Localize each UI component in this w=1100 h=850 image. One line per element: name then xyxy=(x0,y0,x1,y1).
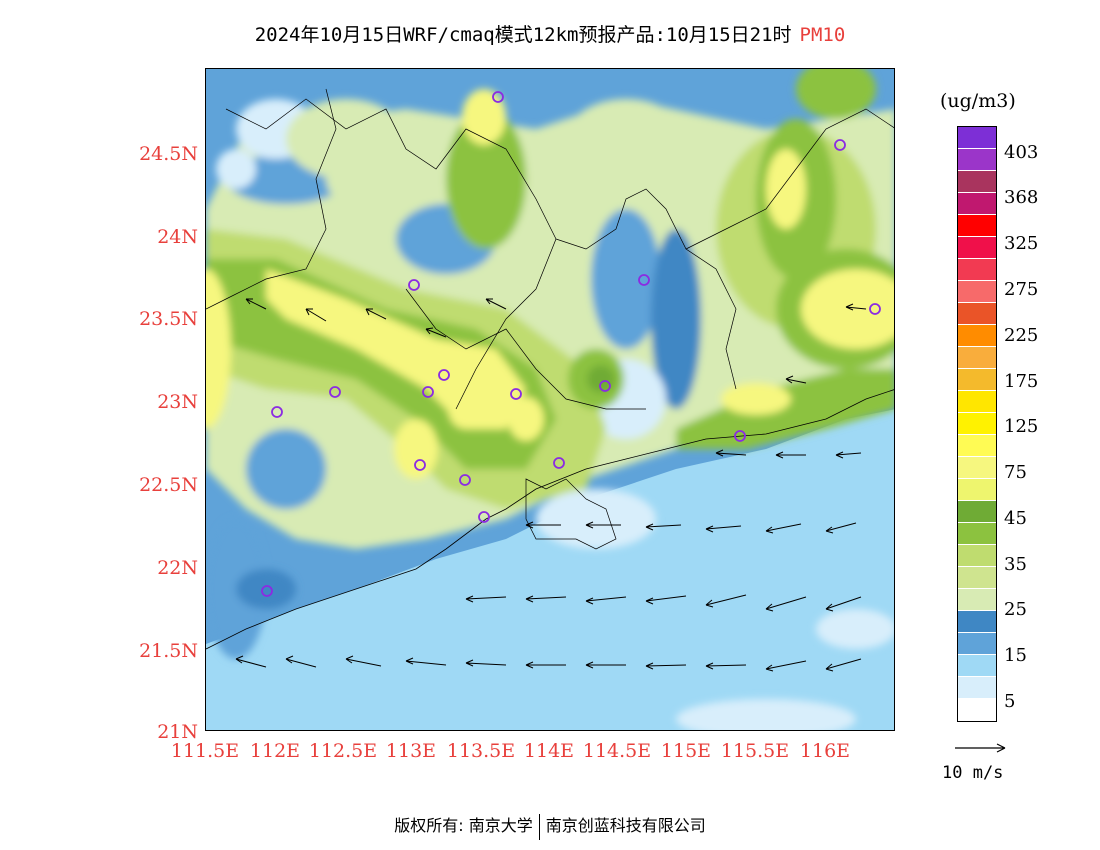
colorbar-cell xyxy=(958,281,996,303)
lon-label: 112.5E xyxy=(308,740,378,762)
lat-label: 23N xyxy=(157,391,198,413)
lon-label: 114E xyxy=(523,740,575,762)
colorbar-cell xyxy=(958,589,996,611)
colorbar-cell xyxy=(958,303,996,325)
colorbar-cell xyxy=(958,677,996,699)
copyright-right: 南京创蓝科技有限公司 xyxy=(545,816,706,835)
lat-label: 22.5N xyxy=(139,474,198,496)
lat-label: 23.5N xyxy=(139,308,198,330)
colorbar-label: 275 xyxy=(1004,279,1039,300)
lon-label: 113E xyxy=(385,740,437,762)
province-border xyxy=(206,88,337,310)
colorbar-cell xyxy=(958,633,996,655)
colorbar-cell xyxy=(958,523,996,545)
lat-label: 24.5N xyxy=(139,143,198,165)
colorbar-label: 225 xyxy=(1004,325,1039,346)
colorbar-label: 75 xyxy=(1004,462,1027,483)
colorbar-cell xyxy=(958,611,996,633)
wind-reference-arrow xyxy=(955,743,1006,753)
colorbar-label: 25 xyxy=(1004,599,1027,620)
colorbar-label: 125 xyxy=(1004,416,1039,437)
colorbar-cell xyxy=(958,259,996,281)
colorbar-cell xyxy=(958,391,996,413)
wind-vectors xyxy=(235,298,867,672)
bay-outline xyxy=(525,478,617,550)
colorbar-cell xyxy=(958,127,996,149)
title-variable: PM10 xyxy=(799,24,846,46)
lon-label: 113.5E xyxy=(446,740,516,762)
colorbar-label: 175 xyxy=(1004,371,1039,392)
province-border xyxy=(555,188,737,390)
lon-label: 111.5E xyxy=(170,740,240,762)
pm10-map xyxy=(205,68,895,731)
footer-separator xyxy=(538,813,540,840)
lat-label: 22N xyxy=(157,557,198,579)
lat-label: 24N xyxy=(157,226,198,248)
province-border xyxy=(405,288,646,410)
colorbar-cell xyxy=(958,347,996,369)
province-border xyxy=(685,108,894,250)
wind-reference-label: 10 m/s xyxy=(942,763,1004,783)
colorbar-cell xyxy=(958,479,996,501)
colorbar-cell xyxy=(958,325,996,347)
colorbar-cell xyxy=(958,655,996,677)
lon-label: 112E xyxy=(249,740,301,762)
colorbar-cell xyxy=(958,501,996,523)
colorbar-cell xyxy=(958,567,996,589)
chart-title: 2024年10月15日WRF/cmaq模式12km预报产品:10月15日21时 P… xyxy=(0,20,1100,47)
colorbar-unit: (ug/m3) xyxy=(940,90,1016,112)
lon-label: 116E xyxy=(799,740,851,762)
colorbar-cell xyxy=(958,215,996,237)
copyright-left: 版权所有: 南京大学 xyxy=(394,816,533,835)
colorbar xyxy=(957,126,997,722)
coastline xyxy=(206,389,894,650)
lat-label: 21N xyxy=(157,721,198,743)
colorbar-cell xyxy=(958,457,996,479)
colorbar-label: 5 xyxy=(1004,691,1016,712)
lon-label: 114.5E xyxy=(582,740,652,762)
colorbar-cell xyxy=(958,171,996,193)
colorbar-label: 325 xyxy=(1004,233,1039,254)
colorbar-cell xyxy=(958,369,996,391)
colorbar-cell xyxy=(958,149,996,171)
pm10-field xyxy=(206,69,894,730)
colorbar-cell xyxy=(958,237,996,259)
colorbar-cell xyxy=(958,545,996,567)
lon-label: 115.5E xyxy=(720,740,790,762)
province-border xyxy=(225,98,557,410)
colorbar-label: 403 xyxy=(1004,142,1039,163)
colorbar-label: 15 xyxy=(1004,645,1027,666)
colorbar-cell xyxy=(958,699,996,721)
station-markers xyxy=(261,91,881,597)
colorbar-label: 35 xyxy=(1004,554,1027,575)
lat-label: 21.5N xyxy=(139,640,198,662)
colorbar-label: 368 xyxy=(1004,187,1039,208)
colorbar-cell xyxy=(958,413,996,435)
colorbar-cell xyxy=(958,435,996,457)
title-main: 2024年10月15日WRF/cmaq模式12km预报产品:10月15日21时 xyxy=(254,24,792,46)
colorbar-cell xyxy=(958,193,996,215)
copyright-footer: 版权所有: 南京大学 南京创蓝科技有限公司 xyxy=(0,812,1100,840)
lon-label: 115E xyxy=(660,740,712,762)
colorbar-label: 45 xyxy=(1004,508,1027,529)
